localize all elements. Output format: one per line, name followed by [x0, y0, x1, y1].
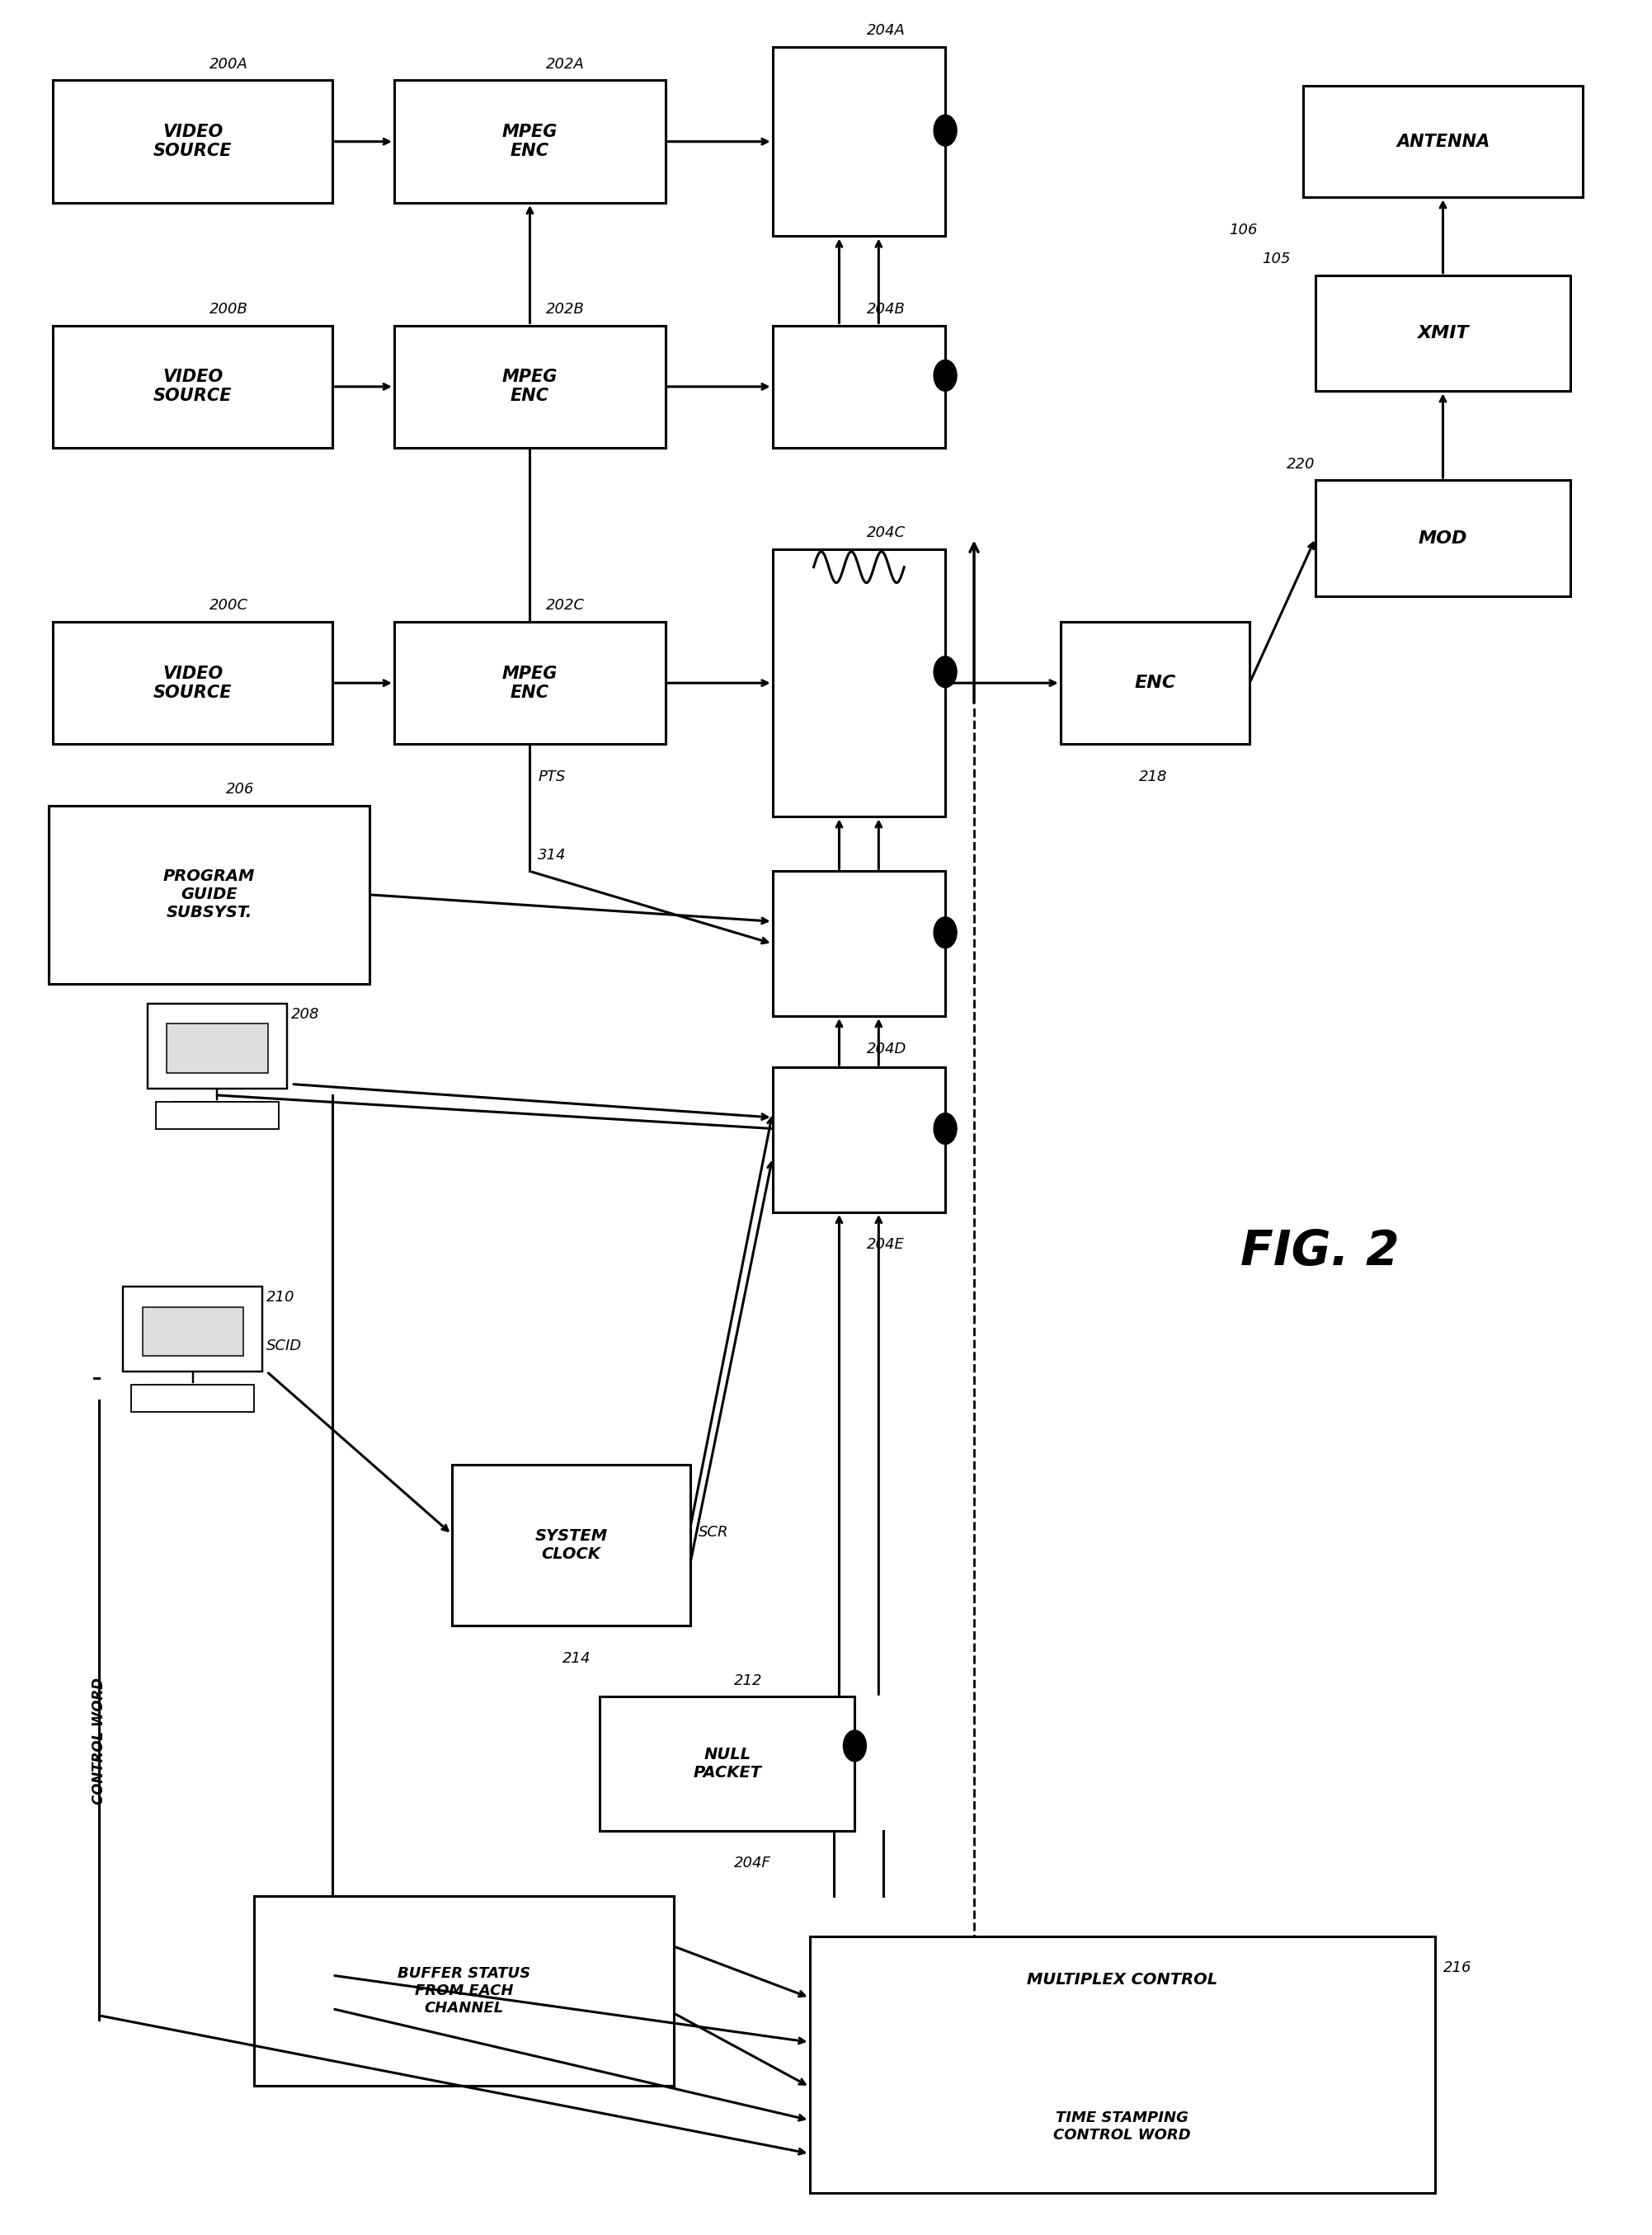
Circle shape — [843, 1730, 866, 1761]
Text: 202A: 202A — [547, 56, 585, 72]
FancyBboxPatch shape — [773, 872, 945, 1017]
Text: PTS: PTS — [539, 769, 565, 784]
Text: 212: 212 — [733, 1674, 762, 1687]
FancyBboxPatch shape — [122, 1287, 263, 1372]
FancyBboxPatch shape — [53, 80, 332, 203]
Text: 106: 106 — [1229, 224, 1257, 237]
Text: 204C: 204C — [867, 525, 905, 541]
Text: 204F: 204F — [733, 1855, 771, 1871]
Text: 208: 208 — [291, 1006, 320, 1021]
Text: MPEG
ENC: MPEG ENC — [502, 123, 558, 159]
Text: CONTROL WORD: CONTROL WORD — [91, 1678, 106, 1806]
Circle shape — [933, 114, 957, 145]
Text: ANTENNA: ANTENNA — [1396, 134, 1490, 150]
FancyBboxPatch shape — [1315, 481, 1571, 597]
FancyBboxPatch shape — [1303, 85, 1583, 197]
FancyBboxPatch shape — [1061, 621, 1249, 744]
FancyBboxPatch shape — [809, 1936, 1434, 2193]
Text: 202B: 202B — [547, 302, 585, 317]
Text: TIME STAMPING
CONTROL WORD: TIME STAMPING CONTROL WORD — [1054, 2110, 1191, 2143]
Text: MPEG
ENC: MPEG ENC — [502, 666, 558, 702]
Text: 206: 206 — [226, 782, 254, 796]
Text: 204B: 204B — [867, 302, 905, 317]
FancyBboxPatch shape — [451, 1466, 691, 1625]
Text: 314: 314 — [539, 847, 567, 863]
Text: MULTIPLEX CONTROL: MULTIPLEX CONTROL — [1028, 1971, 1218, 1987]
Text: 220: 220 — [1287, 456, 1315, 472]
FancyBboxPatch shape — [254, 1895, 674, 2085]
Text: MOD: MOD — [1419, 530, 1467, 545]
Text: SCR: SCR — [699, 1524, 729, 1540]
Text: 204E: 204E — [867, 1238, 905, 1252]
FancyBboxPatch shape — [395, 326, 666, 447]
FancyBboxPatch shape — [142, 1307, 243, 1357]
FancyBboxPatch shape — [773, 47, 945, 237]
Text: MPEG
ENC: MPEG ENC — [502, 369, 558, 405]
FancyBboxPatch shape — [1315, 275, 1571, 391]
Text: VIDEO
SOURCE: VIDEO SOURCE — [154, 666, 231, 702]
FancyBboxPatch shape — [48, 805, 370, 983]
Circle shape — [933, 1113, 957, 1144]
FancyBboxPatch shape — [167, 1024, 268, 1073]
Circle shape — [933, 657, 957, 688]
Circle shape — [933, 360, 957, 391]
FancyBboxPatch shape — [155, 1102, 279, 1129]
Text: VIDEO
SOURCE: VIDEO SOURCE — [154, 123, 231, 159]
Text: 200C: 200C — [210, 599, 248, 612]
Text: 216: 216 — [1442, 1960, 1472, 1976]
Text: 210: 210 — [266, 1290, 296, 1305]
Text: VIDEO
SOURCE: VIDEO SOURCE — [154, 369, 231, 405]
Text: SYSTEM
CLOCK: SYSTEM CLOCK — [535, 1529, 608, 1562]
FancyBboxPatch shape — [395, 621, 666, 744]
Text: PROGRAM
GUIDE
SUBSYST.: PROGRAM GUIDE SUBSYST. — [164, 869, 254, 921]
Text: 204D: 204D — [867, 1042, 907, 1057]
Text: 204A: 204A — [867, 22, 905, 38]
Text: 105: 105 — [1262, 253, 1290, 266]
Circle shape — [933, 916, 957, 948]
FancyBboxPatch shape — [773, 1068, 945, 1211]
FancyBboxPatch shape — [131, 1386, 254, 1413]
Text: NULL
PACKET: NULL PACKET — [694, 1748, 762, 1781]
Text: SCID: SCID — [266, 1339, 302, 1354]
FancyBboxPatch shape — [147, 1004, 287, 1088]
FancyBboxPatch shape — [395, 80, 666, 203]
FancyBboxPatch shape — [773, 550, 945, 816]
Text: 218: 218 — [1138, 769, 1166, 784]
Text: 214: 214 — [563, 1652, 591, 1665]
FancyBboxPatch shape — [773, 326, 945, 447]
FancyBboxPatch shape — [53, 326, 332, 447]
FancyBboxPatch shape — [600, 1696, 854, 1830]
Text: 202C: 202C — [547, 599, 585, 612]
Text: ENC: ENC — [1135, 675, 1176, 691]
Text: FIG. 2: FIG. 2 — [1241, 1227, 1399, 1274]
Text: XMIT: XMIT — [1417, 324, 1469, 342]
Text: BUFFER STATUS
FROM EACH
CHANNEL: BUFFER STATUS FROM EACH CHANNEL — [398, 1967, 530, 2016]
Text: 200B: 200B — [210, 302, 248, 317]
FancyBboxPatch shape — [53, 621, 332, 744]
Text: 200A: 200A — [210, 56, 248, 72]
